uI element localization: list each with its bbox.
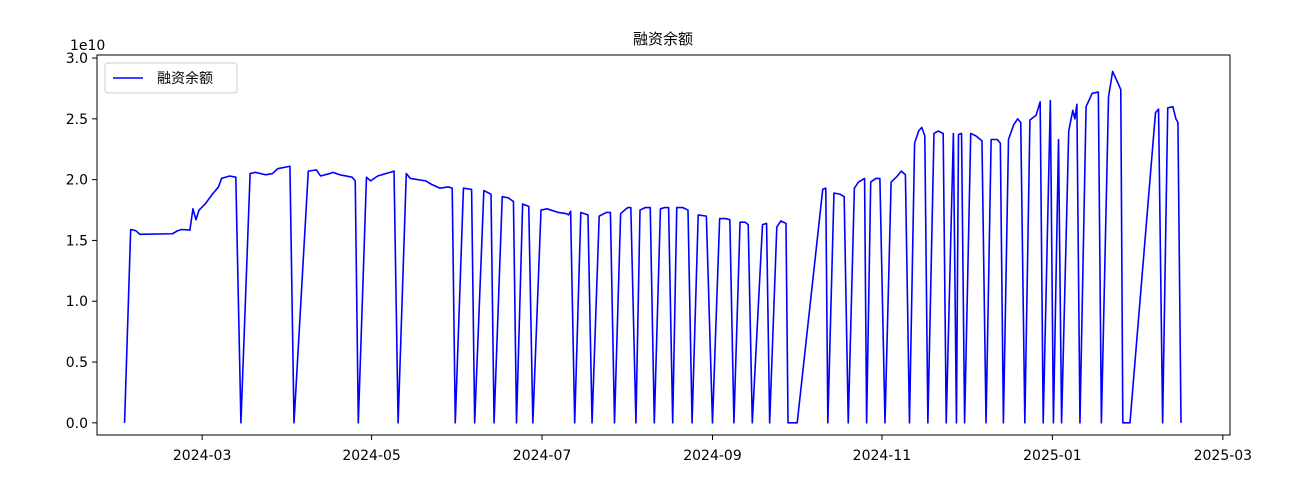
chart-title: 融资余额 (633, 30, 693, 48)
y-offset-label: 1e10 (70, 38, 105, 54)
legend-label: 融资余额 (157, 70, 213, 87)
y-tick-label: 1.5 (66, 233, 88, 249)
x-tick-label: 2024-07 (513, 448, 572, 464)
x-tick-label: 2025-01 (1023, 448, 1082, 464)
x-tick-label: 2024-03 (173, 448, 232, 464)
y-tick-label: 2.0 (66, 173, 88, 189)
y-tick-label: 3.0 (66, 51, 88, 67)
plot-frame (96, 54, 1231, 436)
y-tick-label: 2.5 (66, 112, 88, 128)
x-tick-label: 2024-11 (853, 448, 912, 464)
x-tick-label: 2024-09 (683, 448, 742, 464)
y-tick-label: 0.0 (66, 416, 88, 432)
x-tick-label: 2024-05 (342, 448, 401, 464)
legend-box (104, 62, 238, 94)
data-line (123, 70, 1182, 424)
x-tick-label: 2025-03 (1194, 448, 1253, 464)
y-tick-label: 1.0 (66, 294, 88, 310)
y-tick-label: 0.5 (66, 355, 88, 371)
